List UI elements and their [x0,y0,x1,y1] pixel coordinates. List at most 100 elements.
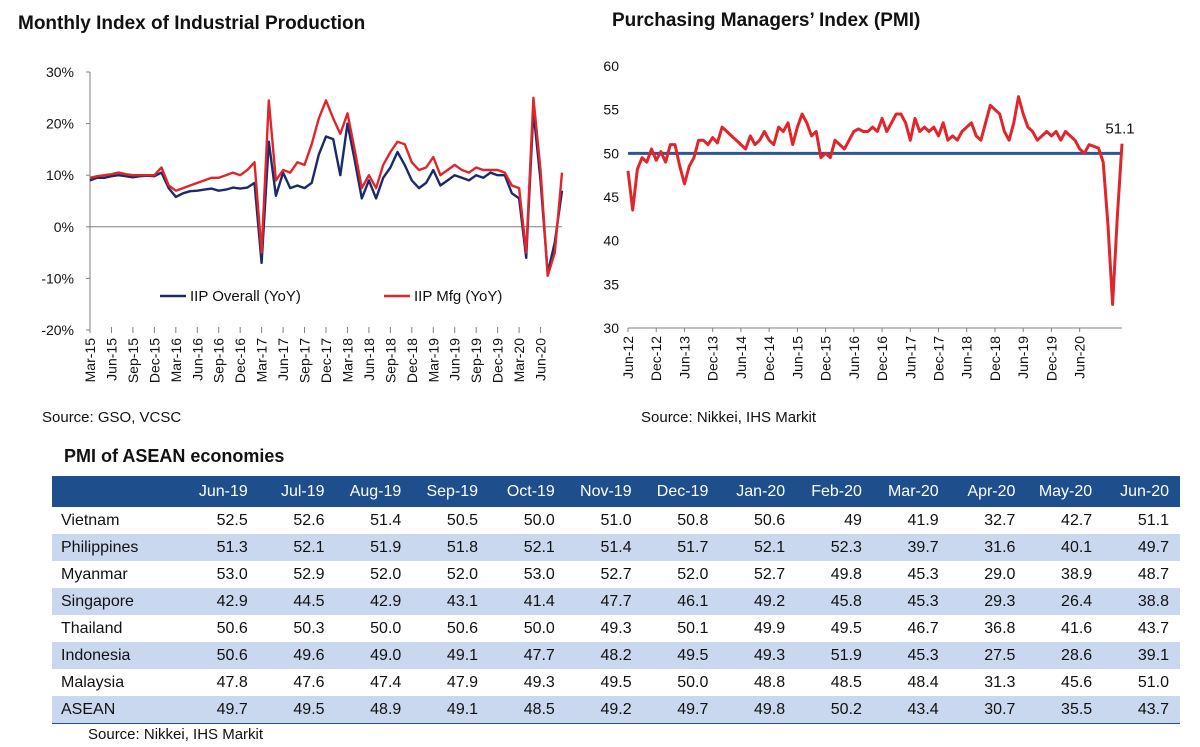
pmi-y-tick-label: 50 [603,145,619,161]
table-value-cell: 43.7 [1137,619,1169,637]
table-value-cell: 51.4 [370,511,402,529]
table-country-cell: Vietnam [61,511,120,529]
table-value-cell: 52.0 [370,565,402,583]
table-value-cell: 51.0 [600,511,632,529]
table-value-cell: 50.0 [523,619,555,637]
table-value-cell: 49.7 [1103,534,1180,561]
table-row: Philippines 51.3 52.1 51.9 51.8 52.1 51.4 51.7 5… [52,534,1180,561]
iip-y-tick-label: -20% [41,322,74,338]
iip-legend-label: IIP Overall (YoY) [190,288,301,305]
table-value-cell: 49.2 [565,696,643,724]
table-value-cell: 51.4 [565,534,643,561]
pmi-chart-title: Purchasing Managers’ Index (PMI) [612,10,921,31]
table-value-cell: 49.8 [830,565,862,583]
table-row: Malaysia 47.8 47.6 47.4 47.9 49.3 49.5 50.0 48.8… [52,669,1180,696]
table-value-cell: 43.1 [412,588,490,615]
table-value-cell: 48.5 [489,696,566,724]
table-value-cell: 49.3 [523,673,555,691]
iip-x-tick-label: Jun-15 [103,338,119,381]
table-value-cell: 49.9 [753,619,786,637]
table-value-cell: 47.8 [216,673,248,691]
table-value-cell: 36.8 [984,619,1016,637]
table-value-cell: 52.1 [258,534,336,561]
table-value-cell: 52.1 [489,534,566,561]
iip-x-tick-label: Dec-16 [232,338,248,383]
table-value-cell: 49.5 [600,673,632,691]
table-row: Thailand 50.6 50.3 50.0 50.6 50.0 49.3 50.1 49.9… [52,615,1180,642]
pmi-x-tick-label: Dec-19 [1043,336,1059,381]
table-title: PMI of ASEAN economies [64,446,285,466]
iip-x-tick-label: Sep-19 [468,338,484,383]
pmi-x-tick-label: Jun-13 [676,336,692,379]
table-value-cell: 50.1 [677,619,709,637]
table-value-cell: 49.7 [182,696,259,724]
table-country-cell: Indonesia [52,642,182,669]
table-value-cell: 49.8 [719,696,797,724]
table-value-cell: 42.7 [1061,511,1093,529]
table-value-cell: 48.2 [565,642,643,669]
table-value-cell: 49.1 [412,696,490,724]
table-value-cell: 51.1 [1137,511,1169,529]
table-value-cell: 50.8 [677,511,709,529]
table-value-cell: 53.0 [216,565,248,583]
table-value-cell: 47.7 [565,588,643,615]
iip-chart-title: Monthly Index of Industrial Production [18,13,366,34]
table-value-cell: 44.5 [258,588,336,615]
table-value-cell: 52.3 [796,534,873,561]
table-header-cell: Jul-19 [258,476,336,507]
table-value-cell: 35.5 [1026,696,1104,724]
table-row: Singapore 42.9 44.5 42.9 43.1 41.4 47.7 46.1 49.… [52,588,1180,615]
table-value-cell: 45.3 [907,565,939,583]
iip-source: Source: GSO, VCSC [42,409,182,426]
table-value-cell: 28.6 [1026,642,1104,669]
pmi-x-tick-label: Jun-15 [789,336,805,379]
table-header-cell: May-20 [1026,476,1104,507]
table-value-cell: 39.1 [1103,642,1180,669]
iip-x-tick-label: Jun-16 [189,338,205,381]
table-value-cell: 45.3 [872,642,950,669]
pmi-x-tick-label: Dec-13 [705,336,721,381]
iip-x-tick-label: Dec-19 [490,338,506,383]
pmi-y-tick-label: 45 [603,189,619,205]
table-value-cell: 43.4 [872,696,950,724]
pmi-source: Source: Nikkei, IHS Markit [641,409,817,426]
iip-legend-label: IIP Mfg (YoY) [414,288,502,305]
table-country-cell: Myanmar [61,565,128,583]
table-header-row: Jun-19 Jul-19 Aug-19 Sep-19 Oct-19 Nov-19 Dec-… [52,476,1180,507]
table-value-cell: 51.9 [796,642,873,669]
table-value-cell: 49.5 [258,696,336,724]
table-value-cell: 41.4 [489,588,566,615]
table-value-cell: 52.7 [753,565,786,583]
table-value-cell: 45.3 [872,588,950,615]
pmi-x-tick-label: Jun-19 [1015,336,1031,379]
table-value-cell: 52.9 [293,565,325,583]
table-value-cell: 47.9 [446,673,479,691]
pmi-x-tick-label: Jun-12 [620,336,636,379]
table-country-cell: Singapore [52,588,182,615]
table-row: Myanmar 53.0 52.9 52.0 52.0 53.0 52.7 52.0 52.7 4… [52,561,1180,588]
iip-x-tick-label: Sep-16 [211,338,227,383]
table-value-cell: 49.7 [642,696,720,724]
table-value-cell: 43.7 [1103,696,1180,724]
table-value-cell: 41.6 [1061,619,1093,637]
table-header-cell: Nov-19 [565,476,643,507]
iip-x-tick-label: Jun-18 [361,338,377,381]
iip-x-tick-label: Mar-17 [254,338,270,383]
table-value-cell: 27.5 [949,642,1027,669]
table-value-cell: 48.5 [830,673,862,691]
table-value-cell: 49.2 [719,588,797,615]
iip-x-tick-label: Mar-15 [82,338,98,383]
table-value-cell: 48.4 [907,673,939,691]
table-header-cell: Apr-20 [949,476,1027,507]
table-value-cell: 41.9 [907,511,939,529]
iip-x-tick-label: Jun-19 [447,338,463,381]
pmi-x-tick-label: Jun-18 [959,336,975,379]
table-value-cell: 48.8 [753,673,786,691]
table-value-cell: 52.0 [677,565,709,583]
table-header-cell: Dec-19 [642,476,720,507]
pmi-x-tick-label: Jun-20 [1072,336,1088,379]
iip-y-tick-label: -10% [41,270,74,286]
pmi-x-tick-label: Dec-17 [931,336,947,381]
table-value-cell: 46.7 [907,619,939,637]
table-value-cell: 51.8 [412,534,490,561]
